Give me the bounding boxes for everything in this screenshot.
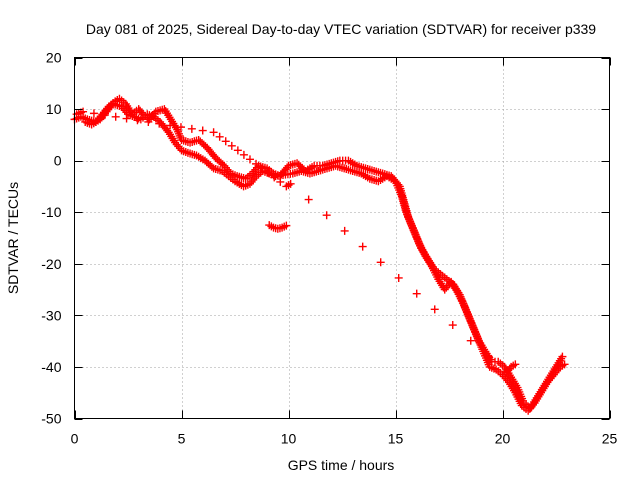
data-point-interp xyxy=(376,258,385,267)
data-point-interp xyxy=(221,137,230,146)
data-point-interp xyxy=(412,289,421,298)
data-point-interp xyxy=(448,321,457,330)
data-point-interp xyxy=(322,211,331,220)
y-axis-label: SDTVAR / TECUs xyxy=(5,182,21,294)
data-point-interp xyxy=(89,109,98,118)
data-point-interp xyxy=(276,177,285,186)
data-point-interp xyxy=(133,116,142,125)
data-point-interp xyxy=(252,159,261,168)
x-tick-label: 10 xyxy=(281,431,297,447)
data-point xyxy=(558,352,567,361)
grid-lines xyxy=(74,57,610,419)
data-point-interp xyxy=(394,273,403,282)
data-point-interp xyxy=(239,150,248,159)
data-point-interp xyxy=(144,117,153,126)
data-point xyxy=(209,128,218,137)
y-tick-label: 20 xyxy=(46,50,62,66)
y-tick-label: 0 xyxy=(54,153,62,169)
data-point-interp xyxy=(264,168,273,177)
data-point-interp xyxy=(187,124,196,133)
data-point-interp xyxy=(304,195,313,204)
y-tick-label: -40 xyxy=(41,359,61,375)
data-point xyxy=(511,360,520,369)
x-tick-label: 15 xyxy=(388,431,404,447)
data-point-interp xyxy=(227,141,236,150)
data-point-interp xyxy=(270,173,279,182)
x-tick-label: 25 xyxy=(602,431,618,447)
data-point-interp xyxy=(430,305,439,314)
axis-ticks xyxy=(74,57,611,420)
x-tick-label: 20 xyxy=(495,431,511,447)
y-tick-label: -30 xyxy=(41,307,61,323)
y-tick-label: 10 xyxy=(46,101,62,117)
data-series xyxy=(81,99,569,415)
data-point-interp xyxy=(137,108,146,117)
data-point-interp xyxy=(258,164,267,173)
y-tick-label: -50 xyxy=(41,411,61,427)
data-point-interp xyxy=(155,119,164,128)
x-tick-label: 0 xyxy=(71,431,79,447)
data-point-interp xyxy=(340,226,349,235)
data-series xyxy=(265,221,291,233)
data-point-interp xyxy=(198,126,207,135)
data-point-interp xyxy=(215,132,224,141)
data-series xyxy=(72,107,520,377)
data-point-interp xyxy=(484,352,493,361)
plot-frame xyxy=(74,57,610,419)
data-point xyxy=(560,360,569,369)
data-point-interp xyxy=(245,155,254,164)
y-tick-label: -20 xyxy=(41,256,61,272)
data-point xyxy=(282,221,291,230)
data-point-interp xyxy=(233,146,242,155)
data-point-interp xyxy=(250,174,259,183)
data-point-interp xyxy=(122,114,131,123)
data-point xyxy=(79,107,88,116)
data-point-interp xyxy=(466,336,475,345)
data-point-interp xyxy=(111,112,120,121)
data-point-interp xyxy=(176,123,185,132)
x-tick-labels: 0 5 10 15 20 25 xyxy=(71,431,618,447)
x-axis-label: GPS time / hours xyxy=(288,457,395,473)
data-point-interp xyxy=(100,111,109,120)
x-tick-label: 5 xyxy=(178,431,186,447)
data-markers xyxy=(70,94,569,415)
y-tick-labels: -50 -40 -30 -20 -10 0 10 20 xyxy=(41,50,61,427)
data-point-interp xyxy=(358,242,367,251)
data-point-interp xyxy=(166,121,175,130)
data-point xyxy=(286,179,295,188)
chart-title: Day 081 of 2025, Sidereal Day-to-day VTE… xyxy=(86,21,596,37)
y-tick-label: -10 xyxy=(41,204,61,220)
